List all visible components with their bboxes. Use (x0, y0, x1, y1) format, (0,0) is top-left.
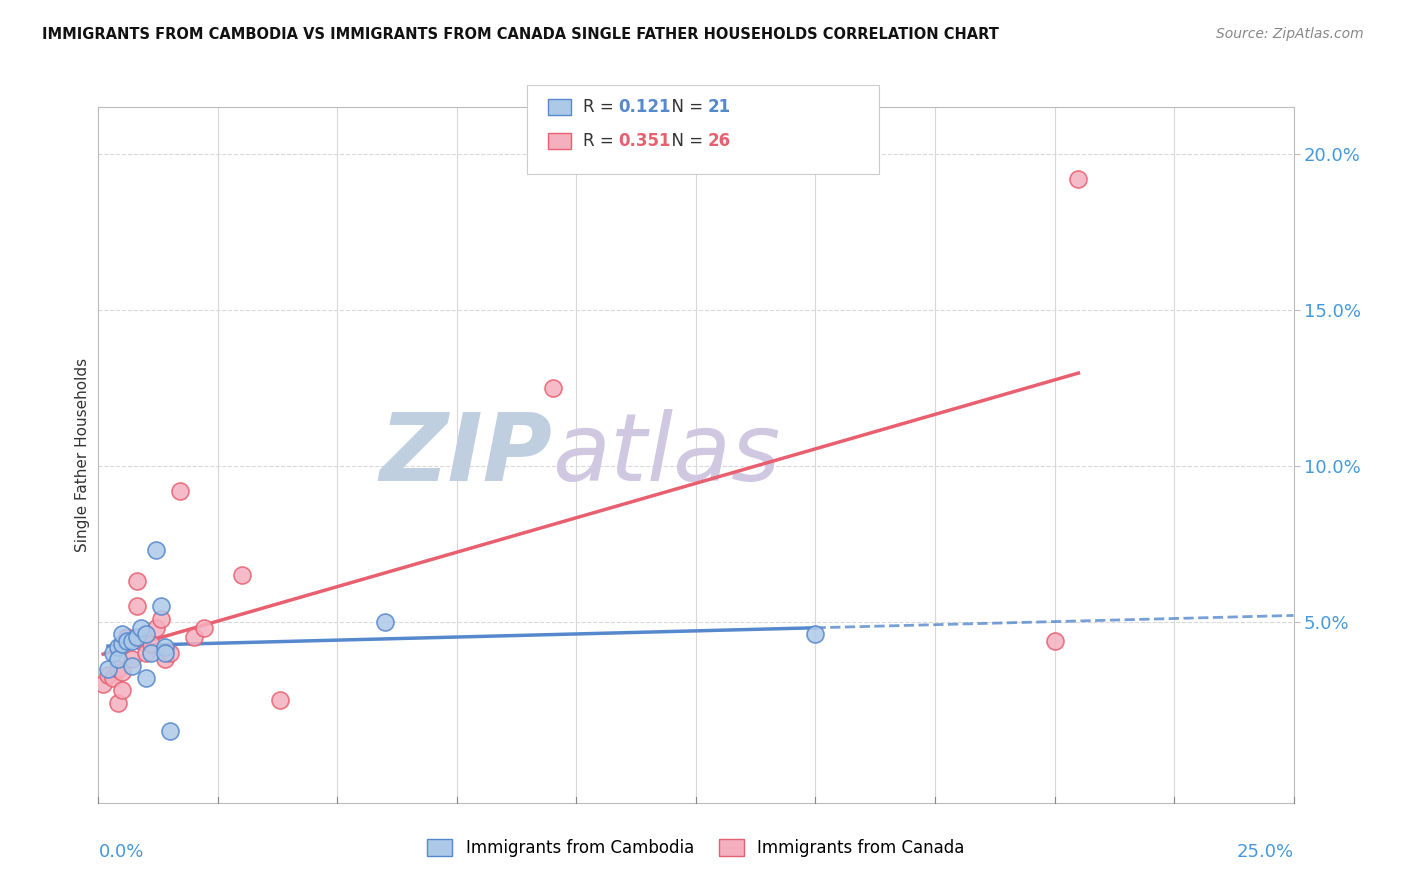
Text: ZIP: ZIP (380, 409, 553, 501)
Point (125, 631, 148, 645)
Text: N =: N = (661, 98, 709, 116)
Point (155, 652, 177, 666)
Point (107, 696, 129, 710)
Point (131, 621, 153, 635)
Point (139, 646, 162, 660)
Point (169, 483, 191, 498)
Text: 0.351: 0.351 (619, 132, 671, 150)
Point (135, 627, 157, 641)
Text: Source: ZipAtlas.com: Source: ZipAtlas.com (1216, 27, 1364, 41)
Point (131, 633, 153, 648)
Point (541, 381, 564, 395)
Text: atlas: atlas (553, 409, 780, 500)
Text: R =: R = (583, 132, 620, 150)
Legend: Immigrants from Cambodia, Immigrants from Canada: Immigrants from Cambodia, Immigrants fro… (420, 832, 972, 864)
Point (149, 612, 172, 626)
Point (111, 637, 134, 651)
Point (159, 646, 181, 660)
Point (1043, 633, 1066, 648)
Point (155, 640, 177, 654)
Point (107, 652, 129, 666)
Point (101, 646, 124, 660)
Point (804, 627, 827, 641)
Point (135, 671, 157, 685)
Point (97, 662, 120, 676)
Point (97, 668, 120, 682)
Point (155, 646, 177, 660)
Point (145, 543, 167, 558)
Text: N =: N = (661, 132, 709, 150)
Point (115, 633, 138, 648)
Point (149, 599, 172, 614)
Point (121, 633, 143, 648)
Point (101, 671, 124, 685)
Point (121, 652, 143, 666)
Point (193, 621, 215, 635)
Point (91, 677, 114, 691)
Point (139, 637, 162, 651)
Text: 21: 21 (707, 98, 730, 116)
Point (269, 693, 291, 707)
Point (135, 646, 157, 660)
Point (107, 640, 129, 654)
Point (121, 658, 143, 673)
Point (183, 631, 205, 645)
Point (107, 662, 129, 676)
Point (115, 631, 138, 645)
Point (1067, 171, 1090, 186)
Text: 0.121: 0.121 (619, 98, 671, 116)
Text: 0.0%: 0.0% (98, 843, 143, 862)
Y-axis label: Single Father Households: Single Father Households (75, 358, 90, 552)
Text: R =: R = (583, 98, 620, 116)
Text: IMMIGRANTS FROM CAMBODIA VS IMMIGRANTS FROM CANADA SINGLE FATHER HOUSEHOLDS CORR: IMMIGRANTS FROM CAMBODIA VS IMMIGRANTS F… (42, 27, 1000, 42)
Point (159, 724, 181, 739)
Point (111, 665, 134, 679)
Point (374, 615, 396, 629)
Point (125, 599, 148, 614)
Point (231, 568, 253, 582)
Point (145, 621, 167, 635)
Point (125, 574, 148, 589)
Text: 26: 26 (707, 132, 730, 150)
Text: 25.0%: 25.0% (1236, 843, 1294, 862)
Point (111, 683, 134, 698)
Point (111, 627, 134, 641)
